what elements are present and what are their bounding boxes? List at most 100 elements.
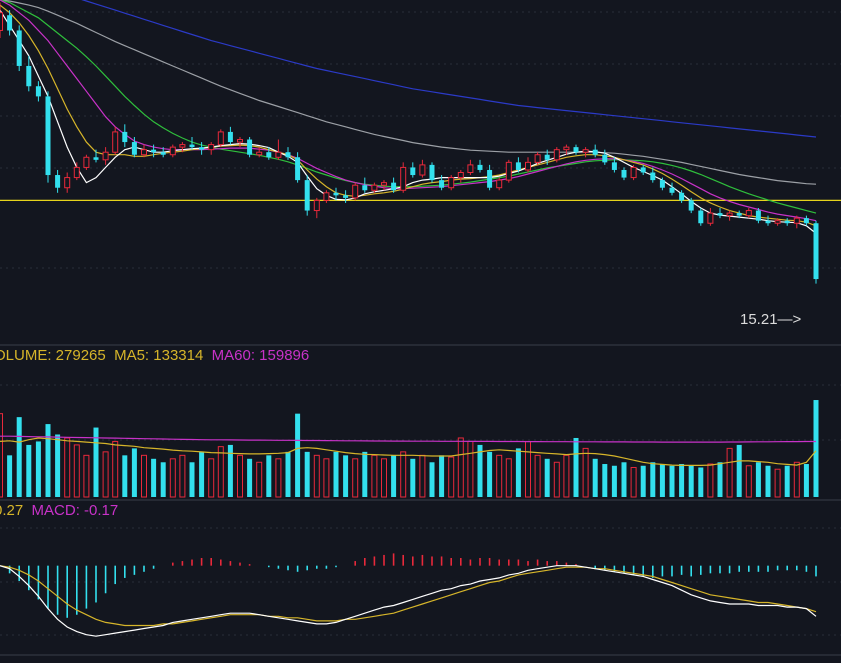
arrow-icon: —>	[777, 311, 802, 328]
candle-body	[457, 172, 464, 179]
volume-bar	[16, 417, 22, 497]
volume-bar	[659, 464, 665, 497]
candle-body	[784, 220, 790, 224]
volume-bar	[313, 454, 320, 498]
volume-bar	[237, 454, 243, 498]
volume-bar	[122, 455, 128, 497]
volume-bar	[304, 451, 310, 497]
volume-bar	[323, 458, 330, 498]
candle-body	[275, 151, 282, 158]
volume-bar	[391, 455, 397, 497]
candle-body	[563, 146, 570, 151]
volume-bar	[534, 454, 541, 498]
volume-bar	[755, 462, 761, 497]
candle-body	[256, 151, 263, 156]
volume-bar	[621, 462, 627, 497]
volume-bar	[726, 447, 733, 498]
volume-bar	[448, 456, 455, 498]
grid-lines	[0, 11, 841, 656]
volume-bar	[179, 454, 186, 498]
candle-body	[35, 86, 41, 97]
volume-bar	[131, 448, 137, 497]
volume-bar	[256, 461, 263, 498]
ma-line-ma60	[0, 0, 817, 185]
volume-bar	[169, 458, 176, 498]
volume-bar	[141, 454, 147, 498]
candle-body	[371, 184, 378, 191]
volume-ma5-line	[0, 437, 817, 466]
macd-panel	[0, 553, 817, 637]
volume-bar	[410, 458, 416, 497]
macd-dea-line	[0, 565, 817, 627]
volume-bar	[64, 437, 71, 498]
candle-body	[534, 154, 541, 163]
candle-body	[400, 166, 407, 191]
volume-bar	[343, 455, 349, 497]
candle-body	[525, 161, 531, 171]
volume-bar	[487, 451, 493, 497]
volume-bar	[55, 434, 61, 497]
candle-body	[439, 180, 445, 188]
candle-body	[659, 180, 665, 188]
volume-bar	[582, 447, 589, 498]
volume-bar	[793, 461, 800, 498]
candle-body	[793, 217, 800, 224]
candle-body	[505, 161, 512, 181]
volume-bar	[467, 440, 474, 498]
candle-body	[352, 184, 359, 199]
volume-bar	[650, 462, 656, 497]
candle-body	[122, 131, 128, 143]
candle-body	[726, 212, 733, 217]
candle-body	[774, 220, 781, 224]
candle-body	[285, 152, 291, 158]
candle-body	[343, 195, 349, 198]
volume-bar	[813, 400, 819, 497]
candle-body	[640, 167, 646, 173]
candle-body	[630, 166, 637, 179]
volume-bar	[439, 455, 445, 497]
volume-bar	[765, 465, 771, 497]
candle-body	[679, 192, 685, 201]
volume-bar	[247, 458, 253, 497]
candle-body	[717, 213, 723, 216]
candle-body	[295, 157, 301, 181]
candle-body	[55, 175, 61, 188]
candle-body	[160, 152, 166, 155]
candle-body	[93, 157, 99, 160]
volume-bar	[505, 458, 512, 498]
volume-bar	[630, 466, 637, 498]
ma-line-ma120	[81, 0, 817, 138]
candle-body	[410, 167, 416, 176]
candle-body	[102, 151, 109, 161]
candle-body	[45, 96, 51, 176]
volume-bar	[227, 444, 233, 497]
candle-body	[755, 210, 761, 221]
candle-body	[487, 169, 493, 188]
volume-bar	[112, 440, 119, 498]
candle-body	[141, 149, 147, 156]
macd-dea-label: 0.27	[0, 502, 24, 519]
volume-bar	[102, 451, 109, 498]
volume-bar	[285, 451, 291, 497]
volume-bar	[45, 424, 51, 497]
volume-bar	[35, 441, 41, 497]
volume-bar	[352, 458, 359, 498]
candle-body	[496, 179, 503, 189]
candle-body	[199, 147, 205, 150]
candle-body	[247, 139, 253, 155]
volume-panel	[0, 400, 819, 498]
volume-bar	[217, 446, 224, 498]
volume-bar	[381, 458, 387, 498]
volume-bar	[774, 468, 781, 498]
candle-body	[650, 172, 656, 181]
volume-bar	[419, 454, 426, 498]
volume-bar	[189, 462, 195, 497]
volume-bar	[515, 448, 521, 497]
volume-ma60-line	[0, 435, 816, 443]
volume-bar	[803, 464, 809, 497]
volume-bar	[199, 451, 205, 497]
candle-body	[237, 139, 243, 143]
candle-body	[304, 180, 310, 211]
volume-bar	[611, 465, 617, 497]
candle-body	[765, 220, 771, 224]
